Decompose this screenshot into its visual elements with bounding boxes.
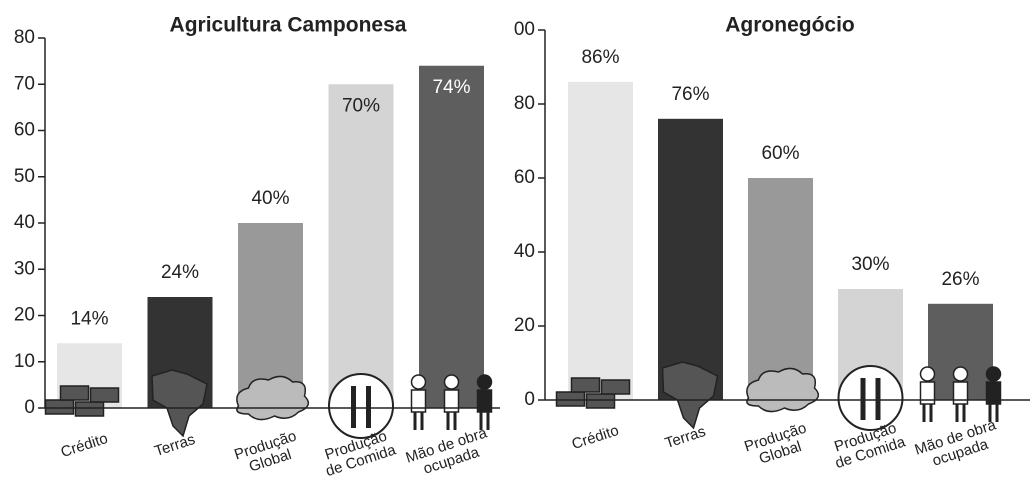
y-tick-label: 00: [514, 19, 535, 40]
y-tick-label: 0: [524, 389, 535, 410]
icon-part: [929, 404, 933, 422]
value-label: 14%: [70, 308, 108, 329]
y-tick-label: 60: [514, 167, 535, 188]
icon-part: [476, 389, 493, 413]
y-tick-label: 10: [14, 351, 35, 372]
icon-part: [570, 377, 601, 393]
icon-part: [860, 378, 866, 420]
x-tick-label: Crédito: [570, 422, 621, 453]
icon-part: [151, 369, 208, 438]
value-label: 70%: [342, 95, 380, 116]
chart: Agronegócio 0 20 40 60 80 00 86% Crédito 76% Terra…: [514, 14, 1030, 474]
icon-part: [486, 412, 490, 430]
icon-part: [446, 412, 450, 430]
icon-part: [59, 385, 90, 401]
bar: [419, 65, 484, 408]
x-tick-label: Terras: [152, 431, 197, 460]
icon-part: [443, 374, 460, 390]
icon-part: [410, 389, 427, 413]
icon-part: [919, 381, 936, 405]
x-tick-label: Mão de obraocupada: [404, 424, 495, 482]
y-tick-label: 0: [24, 397, 35, 418]
icon-part: [585, 393, 616, 409]
value-label: 40%: [251, 188, 289, 209]
value-label: 74%: [432, 77, 470, 98]
chart-title: Agronegócio: [725, 14, 855, 37]
y-tick-label: 70: [14, 73, 35, 94]
y-tick-label: 60: [14, 120, 35, 141]
icon-part: [74, 401, 105, 417]
icon-part: [328, 373, 394, 439]
x-tick-label: Crédito: [59, 430, 110, 461]
bar: [238, 223, 303, 408]
y-tick-label: 50: [14, 166, 35, 187]
icon-part: [955, 404, 959, 422]
icon-part: [413, 412, 417, 430]
value-label: 76%: [671, 84, 709, 105]
bar: [658, 118, 723, 401]
x-tick-label: Produçãode Comida: [828, 418, 908, 472]
icon-part: [995, 404, 999, 422]
y-tick-label: 40: [514, 241, 535, 262]
value-label: 86%: [581, 47, 619, 68]
icon-part: [661, 361, 719, 430]
y-tick-label: 30: [14, 258, 35, 279]
icon-part: [600, 379, 631, 395]
icon-part: [962, 404, 966, 422]
chart-title: Agricultura Camponesa: [170, 14, 407, 37]
y-tick-label: 20: [514, 315, 535, 336]
icon-part: [555, 391, 586, 407]
value-label: 24%: [161, 262, 199, 283]
value-label: 26%: [941, 269, 979, 290]
bar: [568, 81, 633, 401]
y-tick-label: 80: [14, 27, 35, 48]
bar: [328, 84, 394, 408]
icon-part: [837, 365, 904, 431]
y-tick-label: 80: [514, 93, 535, 114]
x-tick-label: Mão de obraocupada: [913, 416, 1004, 474]
icon-part: [988, 404, 992, 422]
icon-part: [453, 412, 457, 430]
icon-part: [420, 412, 424, 430]
y-tick-label: 20: [14, 305, 35, 326]
icon-part: [875, 378, 881, 420]
value-label: 30%: [851, 254, 889, 275]
icon-part: [476, 374, 493, 390]
value-label: 60%: [761, 143, 799, 164]
icon-part: [410, 374, 427, 390]
icon-part: [952, 366, 969, 382]
x-tick-label: Terras: [663, 423, 708, 452]
x-tick-label: ProduçãoGlobal: [742, 419, 813, 470]
icon-part: [366, 386, 371, 428]
icon-part: [479, 412, 483, 430]
y-tick-label: 40: [14, 212, 35, 233]
icon-part: [44, 399, 75, 415]
bar: [748, 178, 813, 400]
icon-part: [985, 366, 1002, 382]
icon-part: [985, 381, 1002, 405]
icon-part: [922, 404, 926, 422]
icon-part: [952, 381, 969, 405]
icon-part: [351, 386, 356, 428]
x-tick-label: ProduçãoGlobal: [232, 427, 303, 478]
icon-part: [89, 387, 120, 403]
icon-part: [443, 389, 460, 413]
chart: Agricultura Camponesa 0 10 20 30 40 50 60 70 80 14…: [14, 14, 500, 482]
icon-part: [919, 366, 936, 382]
